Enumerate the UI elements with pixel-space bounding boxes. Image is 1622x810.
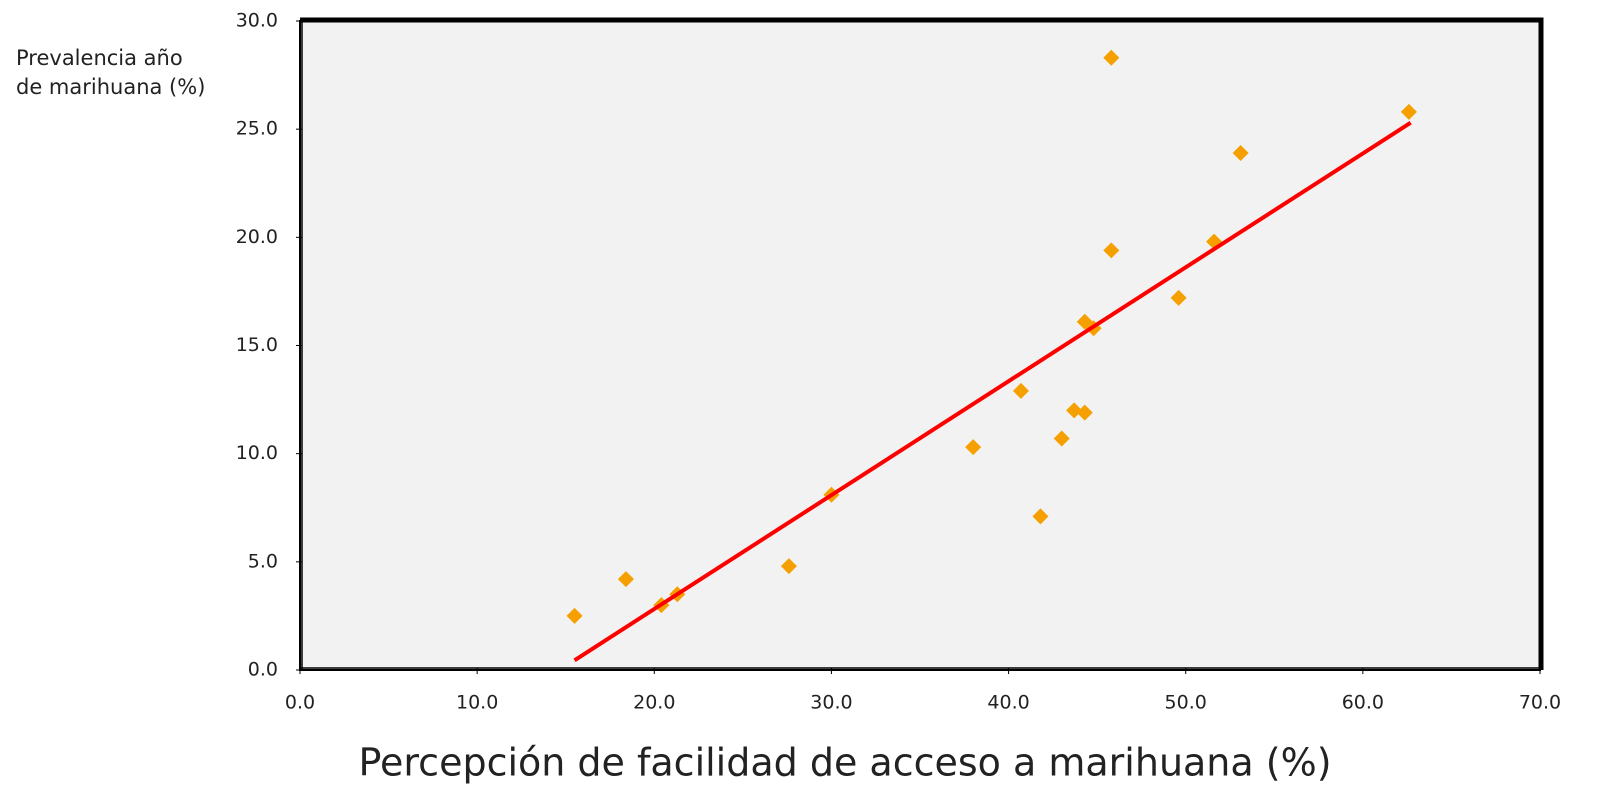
- y-tick-label: 10.0: [236, 442, 278, 464]
- x-tick-label: 60.0: [1342, 692, 1384, 714]
- x-tick-label: 10.0: [456, 692, 498, 714]
- x-tick-label: 70.0: [1519, 692, 1561, 714]
- trendline: [573, 120, 1412, 662]
- scatter-point: [1103, 49, 1120, 66]
- scatter-point: [1066, 402, 1083, 419]
- y-tick-label: 30.0: [236, 10, 278, 32]
- x-tick-label: 50.0: [1165, 692, 1207, 714]
- x-axis-label: Percepción de facilidad de acceso a mari…: [358, 741, 1331, 785]
- scatter-point: [965, 439, 982, 456]
- scatter-point: [1076, 404, 1093, 421]
- scatter-point: [617, 571, 634, 588]
- y-tick-label: 20.0: [236, 226, 278, 248]
- scatter-point: [1170, 289, 1187, 306]
- y-axis-label: Prevalencia año de marihuana (%): [16, 46, 206, 99]
- x-tick-label: 20.0: [633, 692, 675, 714]
- scatter-point: [1032, 508, 1049, 525]
- scatter-point: [1103, 242, 1120, 259]
- scatter-point: [780, 558, 797, 575]
- scatter-point: [1232, 144, 1249, 161]
- scatter-point: [1012, 382, 1029, 399]
- y-tick-label: 5.0: [248, 550, 278, 572]
- scatter-point: [566, 607, 583, 624]
- x-tick-label: 0.0: [285, 692, 315, 714]
- plot-frame: [300, 17, 1544, 670]
- x-tick-label: 40.0: [987, 692, 1029, 714]
- y-tick-label: 25.0: [236, 118, 278, 140]
- scatter-point: [1053, 430, 1070, 447]
- plot-area: [299, 20, 1541, 671]
- scatter-point: [1400, 103, 1417, 120]
- x-tick-label: 30.0: [810, 692, 852, 714]
- y-tick-label: 0.0: [248, 659, 278, 681]
- y-tick-label: 15.0: [236, 334, 278, 356]
